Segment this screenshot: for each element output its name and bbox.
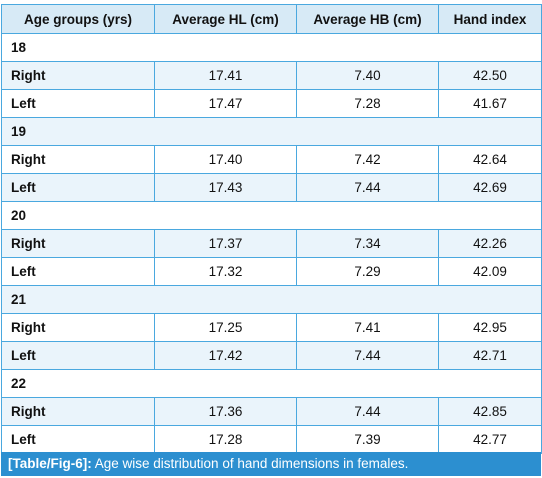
- hb-cell: 7.34: [296, 229, 439, 258]
- hand-index-cell: 42.64: [438, 145, 542, 174]
- side-label: Right: [1, 313, 155, 342]
- hb-cell: 7.44: [296, 397, 439, 426]
- header-average-hl: Average HL (cm): [154, 4, 297, 34]
- side-label: Right: [1, 229, 155, 258]
- hb-cell: 7.40: [296, 61, 439, 90]
- table-row: Right 17.37 7.34 42.26: [1, 229, 542, 258]
- table-row: Right 17.36 7.44 42.85: [1, 397, 542, 426]
- hl-cell: 17.47: [154, 89, 297, 118]
- age-group-label: 18: [1, 33, 542, 62]
- header-age-groups: Age groups (yrs): [1, 4, 155, 34]
- table-row: Left 17.43 7.44 42.69: [1, 173, 542, 202]
- table-row: Left 17.42 7.44 42.71: [1, 341, 542, 370]
- hand-index-cell: 42.85: [438, 397, 542, 426]
- side-label: Left: [1, 341, 155, 370]
- table-row: Right 17.41 7.40 42.50: [1, 61, 542, 90]
- hand-index-cell: 42.26: [438, 229, 542, 258]
- hl-cell: 17.41: [154, 61, 297, 90]
- hb-cell: 7.29: [296, 257, 439, 286]
- side-label: Left: [1, 89, 155, 118]
- hb-cell: 7.44: [296, 341, 439, 370]
- header-hand-index: Hand index: [438, 4, 542, 34]
- hand-index-cell: 42.95: [438, 313, 542, 342]
- caption-label: [Table/Fig-6]:: [8, 456, 92, 471]
- hl-cell: 17.42: [154, 341, 297, 370]
- hb-cell: 7.44: [296, 173, 439, 202]
- table-caption: [Table/Fig-6]: Age wise distribution of …: [1, 452, 541, 476]
- age-group-label: 19: [1, 117, 542, 146]
- hb-cell: 7.41: [296, 313, 439, 342]
- hl-cell: 17.28: [154, 425, 297, 454]
- side-label: Right: [1, 145, 155, 174]
- hand-index-cell: 42.71: [438, 341, 542, 370]
- hl-cell: 17.36: [154, 397, 297, 426]
- hl-cell: 17.32: [154, 257, 297, 286]
- side-label: Left: [1, 257, 155, 286]
- table-row: Right 17.25 7.41 42.95: [1, 313, 542, 342]
- age-group-row: 19: [1, 117, 542, 146]
- age-group-row: 21: [1, 285, 542, 314]
- age-group-row: 18: [1, 33, 542, 62]
- age-group-label: 22: [1, 369, 542, 398]
- hb-cell: 7.28: [296, 89, 439, 118]
- table-row: Left 17.32 7.29 42.09: [1, 257, 542, 286]
- hl-cell: 17.25: [154, 313, 297, 342]
- hl-cell: 17.37: [154, 229, 297, 258]
- table-row: Left 17.47 7.28 41.67: [1, 89, 542, 118]
- hl-cell: 17.43: [154, 173, 297, 202]
- hb-cell: 7.39: [296, 425, 439, 454]
- hl-cell: 17.40: [154, 145, 297, 174]
- side-label: Left: [1, 173, 155, 202]
- caption-text: Age wise distribution of hand dimensions…: [91, 456, 409, 471]
- age-group-label: 21: [1, 285, 542, 314]
- hand-index-cell: 42.69: [438, 173, 542, 202]
- side-label: Right: [1, 61, 155, 90]
- table-body: 18 Right 17.41 7.40 42.50 Left 17.47 7.28 41.67 1…: [1, 33, 542, 454]
- hb-cell: 7.42: [296, 145, 439, 174]
- header-average-hb: Average HB (cm): [296, 4, 439, 34]
- hand-index-cell: 41.67: [438, 89, 542, 118]
- header-row: Age groups (yrs) Average HL (cm) Average…: [1, 4, 542, 34]
- hand-index-cell: 42.09: [438, 257, 542, 286]
- table-row: Right 17.40 7.42 42.64: [1, 145, 542, 174]
- hand-dimensions-table: Age groups (yrs) Average HL (cm) Average…: [1, 4, 542, 454]
- hand-index-cell: 42.50: [438, 61, 542, 90]
- age-group-row: 22: [1, 369, 542, 398]
- table-row: Left 17.28 7.39 42.77: [1, 425, 542, 454]
- age-group-label: 20: [1, 201, 542, 230]
- side-label: Left: [1, 425, 155, 454]
- hand-index-cell: 42.77: [438, 425, 542, 454]
- age-group-row: 20: [1, 201, 542, 230]
- side-label: Right: [1, 397, 155, 426]
